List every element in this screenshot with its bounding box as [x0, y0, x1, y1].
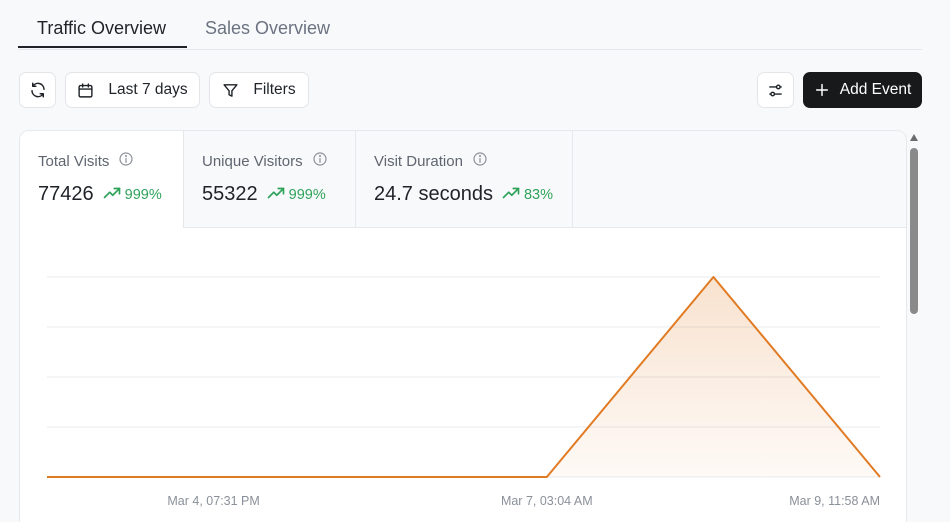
- stat-total-visits[interactable]: Total Visits 77426 999%: [20, 131, 184, 228]
- sliders-icon: [767, 82, 784, 99]
- plus-icon: [814, 82, 830, 98]
- x-tick-label: Mar 7, 03:04 AM: [501, 494, 593, 508]
- tab-traffic-overview[interactable]: Traffic Overview: [37, 18, 167, 38]
- scroll-thumb[interactable]: [910, 148, 918, 314]
- calendar-icon: [77, 82, 94, 99]
- stat-label-group: Unique Visitors: [202, 151, 328, 171]
- trend-badge: 999%: [103, 187, 162, 203]
- trend-value: 999%: [124, 186, 162, 203]
- trend-badge: 999%: [267, 187, 326, 203]
- scrollbar[interactable]: [908, 130, 920, 522]
- info-icon[interactable]: [472, 151, 488, 171]
- stat-label: Total Visits: [38, 152, 110, 170]
- x-tick-label: Mar 9, 11:58 AM: [789, 494, 880, 508]
- refresh-icon: [29, 81, 47, 99]
- stat-value-group: 77426 999%: [38, 183, 162, 206]
- trend-value: 83%: [523, 186, 554, 203]
- chart-settings-button[interactable]: [757, 72, 794, 108]
- info-icon[interactable]: [118, 151, 134, 171]
- stat-label: Visit Duration: [374, 152, 463, 170]
- trend-up-icon: [502, 187, 524, 203]
- refresh-button[interactable]: [19, 72, 56, 108]
- info-icon[interactable]: [312, 151, 328, 171]
- stat-label-group: Visit Duration: [374, 151, 488, 171]
- stat-value: 24.7 seconds: [374, 183, 493, 205]
- stat-label: Unique Visitors: [202, 152, 303, 170]
- stat-value: 77426: [38, 183, 94, 205]
- date-range-button[interactable]: Last 7 days: [65, 72, 200, 108]
- filters-button[interactable]: Filters: [209, 72, 309, 108]
- series-line: [47, 276, 881, 478]
- active-tab-indicator: [18, 46, 187, 48]
- trend-value: 999%: [288, 186, 326, 203]
- stat-label-group: Total Visits: [38, 151, 134, 171]
- trend-badge: 83%: [502, 187, 553, 203]
- tab-sales-overview[interactable]: Sales Overview: [205, 18, 331, 38]
- add-event-button[interactable]: Add Event: [803, 72, 922, 108]
- traffic-chart: Mar 4, 07:31 PM Mar 7, 03:04 AM Mar 9, 11:…: [20, 229, 906, 522]
- add-event-label: Add Event: [839, 81, 912, 98]
- stat-visit-duration[interactable]: Visit Duration 24.7 seconds 83%: [356, 131, 573, 228]
- stat-value: 55322: [202, 183, 258, 205]
- filters-label: Filters: [253, 81, 296, 98]
- stat-unique-visitors[interactable]: Unique Visitors 55322 999%: [184, 131, 356, 228]
- stats-row: Total Visits 77426 999% Unique Visitors: [20, 131, 906, 228]
- traffic-card: Total Visits 77426 999% Unique Visitors: [19, 130, 907, 522]
- scroll-up-arrow[interactable]: [910, 134, 918, 141]
- stat-value-group: 24.7 seconds 83%: [374, 183, 553, 206]
- x-tick-label: Mar 4, 07:31 PM: [167, 494, 259, 508]
- series-area: [47, 277, 880, 477]
- traffic-chart-svg: Mar 4, 07:31 PM Mar 7, 03:04 AM Mar 9, 11:…: [47, 276, 881, 508]
- trend-up-icon: [267, 187, 289, 203]
- filter-icon: [222, 82, 239, 99]
- trend-up-icon: [103, 187, 125, 203]
- tab-bar: Traffic Overview Sales Overview: [18, 0, 922, 50]
- stat-value-group: 55322 999%: [202, 183, 326, 206]
- date-range-label: Last 7 days: [108, 81, 188, 98]
